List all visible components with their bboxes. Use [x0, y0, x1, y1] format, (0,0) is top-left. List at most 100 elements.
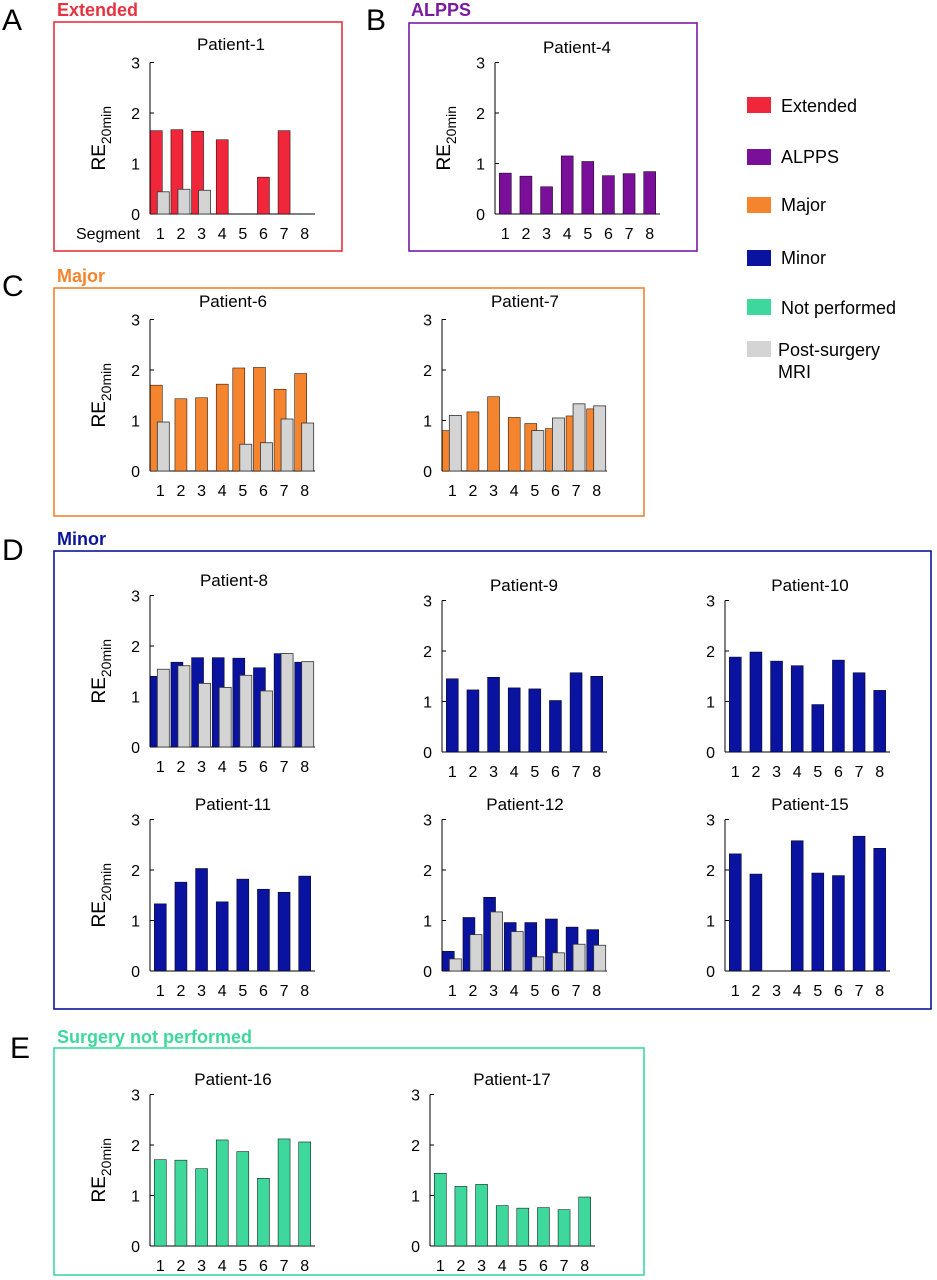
chart-title: Patient-16 [194, 1070, 272, 1089]
bar [507, 687, 521, 753]
post-surgery-bar [448, 958, 462, 972]
x-tick-label: 5 [530, 983, 539, 1000]
y-axis-label: RE20min [89, 863, 114, 928]
x-tick-label: 7 [572, 483, 581, 500]
panel-title-minor: Minor [57, 529, 106, 549]
y-tick-label: 1 [131, 914, 140, 931]
x-tick-label: 5 [238, 759, 247, 776]
y-tick-label: 2 [423, 644, 432, 661]
post-surgery-bar [301, 422, 315, 472]
bar [277, 1138, 291, 1247]
bar [832, 875, 845, 972]
bar [569, 672, 583, 753]
x-tick-label: 3 [772, 983, 781, 1000]
y-tick-label: 3 [131, 813, 140, 830]
bar [257, 1178, 270, 1247]
x-tick-label: 2 [176, 759, 185, 776]
y-tick-label: 3 [423, 813, 432, 830]
bar [590, 676, 603, 753]
legend-label-major: Major [781, 195, 826, 215]
x-tick-label: 4 [218, 983, 227, 1000]
y-axis-label: RE20min [89, 106, 114, 171]
x-tick-label: 2 [456, 1258, 465, 1275]
bar [475, 1184, 488, 1247]
panel-b-frame [408, 22, 698, 252]
y-tick-label: 3 [131, 589, 140, 606]
x-tick-label: 2 [468, 983, 477, 1000]
chart-title: Patient-1 [197, 35, 265, 54]
y-axis-label: RE20min [89, 639, 114, 704]
legend-label-extended: Extended [781, 96, 857, 116]
legend-swatch-post-surgery [747, 341, 771, 357]
bar [852, 672, 866, 753]
bar [578, 1196, 591, 1247]
x-tick-label: 2 [468, 764, 477, 781]
x-tick-label: 5 [813, 764, 822, 781]
chart-title: Patient-7 [491, 292, 559, 311]
x-tick-label: 6 [551, 983, 560, 1000]
chart-title: Patient-17 [473, 1070, 551, 1089]
y-tick-label: 0 [131, 964, 140, 981]
bar [487, 677, 500, 753]
y-tick-label: 0 [131, 464, 140, 481]
post-surgery-bar [593, 405, 607, 472]
y-tick-label: 0 [411, 1239, 420, 1256]
y-tick-label: 2 [131, 363, 140, 380]
bar [537, 1207, 550, 1247]
bar [560, 155, 574, 215]
y-tick-label: 2 [131, 1138, 140, 1155]
legend: Extended ALPPS Major Minor Not performed… [747, 96, 896, 382]
x-tick-label: 1 [501, 226, 510, 243]
post-surgery-bar [448, 415, 462, 472]
y-tick-label: 1 [131, 157, 140, 174]
x-tick-label: 3 [489, 483, 498, 500]
post-surgery-bar [469, 934, 483, 972]
bar [154, 903, 167, 972]
legend-swatch-major [747, 197, 771, 213]
y-tick-label: 0 [706, 745, 715, 762]
x-tick-label: 6 [834, 983, 843, 1000]
post-surgery-bar [198, 682, 211, 748]
x-tick-label: 7 [280, 226, 289, 243]
x-tick-label: 4 [510, 764, 519, 781]
chart-title: Patient-8 [200, 571, 268, 590]
legend-label-not-performed: Not performed [781, 298, 896, 318]
x-tick-label: 5 [518, 1258, 527, 1275]
chart-title: Patient-15 [771, 795, 849, 814]
legend-label-post-surgery: Post-surgery [778, 340, 880, 360]
y-tick-label: 0 [131, 740, 140, 757]
bar [528, 688, 542, 753]
x-tick-label: 5 [813, 983, 822, 1000]
x-tick-label: 6 [834, 764, 843, 781]
x-tick-label: 2 [176, 1258, 185, 1275]
x-tick-label: 1 [156, 1258, 165, 1275]
y-tick-label: 3 [706, 594, 715, 611]
x-tick-label: 1 [156, 226, 165, 243]
y-tick-label: 2 [706, 863, 715, 880]
y-tick-label: 3 [423, 594, 432, 611]
x-tick-label: 4 [218, 1258, 227, 1275]
chart-title: Patient-9 [490, 576, 558, 595]
x-tick-label: 8 [300, 483, 309, 500]
x-tick-label: 8 [592, 764, 601, 781]
post-surgery-bar [260, 690, 273, 748]
y-tick-label: 1 [411, 1189, 420, 1206]
y-tick-label: 1 [423, 695, 432, 712]
x-tick-label: 5 [238, 983, 247, 1000]
x-tick-label: 5 [530, 764, 539, 781]
x-tick-label: 6 [259, 759, 268, 776]
x-tick-label: 1 [731, 764, 740, 781]
legend-swatch-minor [747, 250, 771, 266]
x-tick-label: 4 [498, 1258, 507, 1275]
y-tick-label: 3 [423, 313, 432, 330]
bar [749, 873, 763, 972]
post-surgery-bar [260, 442, 273, 472]
legend-swatch-alpps [747, 149, 771, 165]
panel-title-alpps: ALPPS [411, 0, 471, 20]
post-surgery-bar [198, 189, 211, 215]
y-tick-label: 0 [131, 207, 140, 224]
